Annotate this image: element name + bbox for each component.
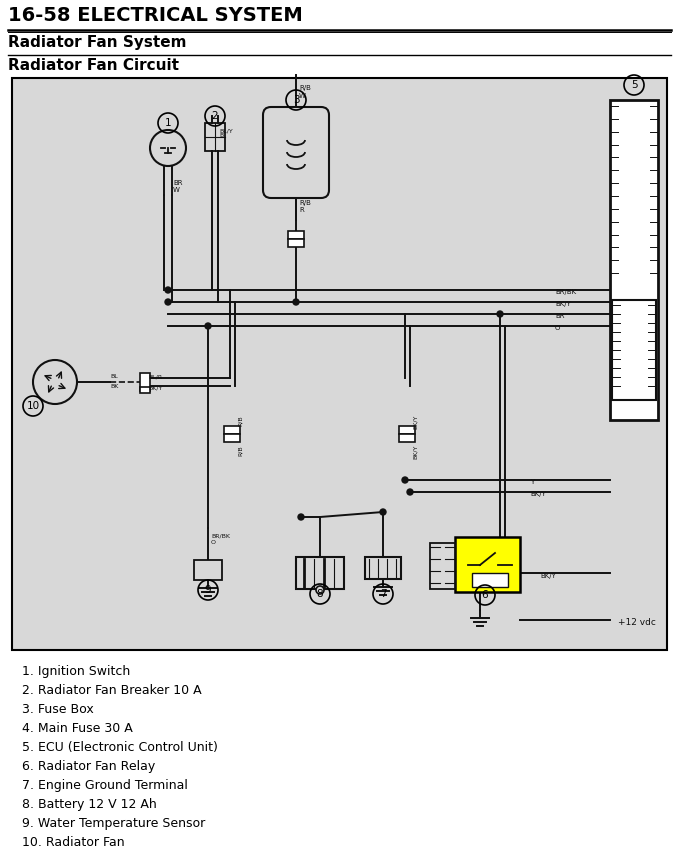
Text: 6: 6 [481,590,488,600]
Text: BR: BR [555,313,564,319]
Text: +12 vdc: +12 vdc [618,618,656,627]
Text: BL/Y: BL/Y [219,128,233,133]
Text: R/B: R/B [238,415,243,426]
Text: 4. Main Fuse 30 A: 4. Main Fuse 30 A [22,722,133,735]
Bar [365,557,401,579]
Text: W: W [299,93,306,99]
Circle shape [316,586,324,594]
Text: Y: Y [530,479,534,485]
Text: BL: BL [110,374,117,379]
Text: BK/Y: BK/Y [413,415,418,429]
Text: 5. ECU (Electronic Control Unit): 5. ECU (Electronic Control Unit) [22,741,218,754]
Text: BK/Y: BK/Y [540,573,556,579]
Bar [205,123,225,151]
Text: 2. Radiator Fan Breaker 10 A: 2. Radiator Fan Breaker 10 A [22,684,202,697]
Text: B: B [219,133,223,138]
Text: R/B: R/B [238,445,243,456]
Text: BK/Y: BK/Y [555,301,571,307]
Bar [612,300,656,400]
Bar [140,373,150,391]
Circle shape [293,299,299,305]
Text: 1. Ignition Switch: 1. Ignition Switch [22,665,130,678]
Bar [399,426,415,434]
Text: BR/BK: BR/BK [211,533,230,538]
Text: 1: 1 [165,118,171,128]
Bar [455,537,520,592]
Text: 7: 7 [380,589,386,599]
Circle shape [205,323,211,329]
Bar [472,573,508,587]
Circle shape [407,489,413,495]
Text: BK: BK [110,384,118,389]
Text: Radiator Fan Circuit: Radiator Fan Circuit [8,58,179,73]
Bar [288,231,304,239]
Text: 16-58 ELECTRICAL SYSTEM: 16-58 ELECTRICAL SYSTEM [8,6,303,25]
Text: 10: 10 [26,401,39,411]
Text: 2: 2 [212,111,219,121]
Text: O: O [555,325,560,331]
Bar [610,100,658,420]
Circle shape [497,311,503,317]
Text: BK/Y: BK/Y [148,385,162,390]
Text: BR: BR [173,180,183,186]
Text: 10. Radiator Fan: 10. Radiator Fan [22,836,125,849]
Bar [296,557,344,589]
Text: BK/Y: BK/Y [530,491,546,497]
Text: 8. Battery 12 V 12 Ah: 8. Battery 12 V 12 Ah [22,798,157,811]
Text: 3: 3 [293,95,299,105]
Bar [430,543,455,589]
Bar [194,560,222,580]
Bar [224,434,240,442]
FancyBboxPatch shape [263,107,329,198]
Bar [288,239,304,247]
Bar [224,426,240,434]
Bar [12,78,667,650]
Text: BL/R: BL/R [148,374,162,379]
Text: R: R [299,207,304,213]
Circle shape [380,509,386,515]
Text: R/B: R/B [299,200,311,206]
Text: Radiator Fan System: Radiator Fan System [8,35,187,50]
Bar [140,387,150,393]
Text: R/B: R/B [299,85,311,91]
Circle shape [165,299,171,305]
Text: O: O [211,540,216,545]
Circle shape [298,514,304,520]
Bar [399,434,415,442]
Text: BR/BK: BR/BK [555,289,576,295]
Text: W: W [173,187,180,193]
Text: 8: 8 [316,589,323,599]
Text: 6. Radiator Fan Relay: 6. Radiator Fan Relay [22,760,155,773]
Text: 9: 9 [204,585,211,595]
Circle shape [165,287,171,293]
Text: 5: 5 [631,80,638,90]
Text: 7. Engine Ground Terminal: 7. Engine Ground Terminal [22,779,188,792]
Text: 9. Water Temperature Sensor: 9. Water Temperature Sensor [22,817,205,830]
Text: BK/Y: BK/Y [413,445,418,459]
Text: 3. Fuse Box: 3. Fuse Box [22,703,94,716]
Circle shape [402,477,408,483]
